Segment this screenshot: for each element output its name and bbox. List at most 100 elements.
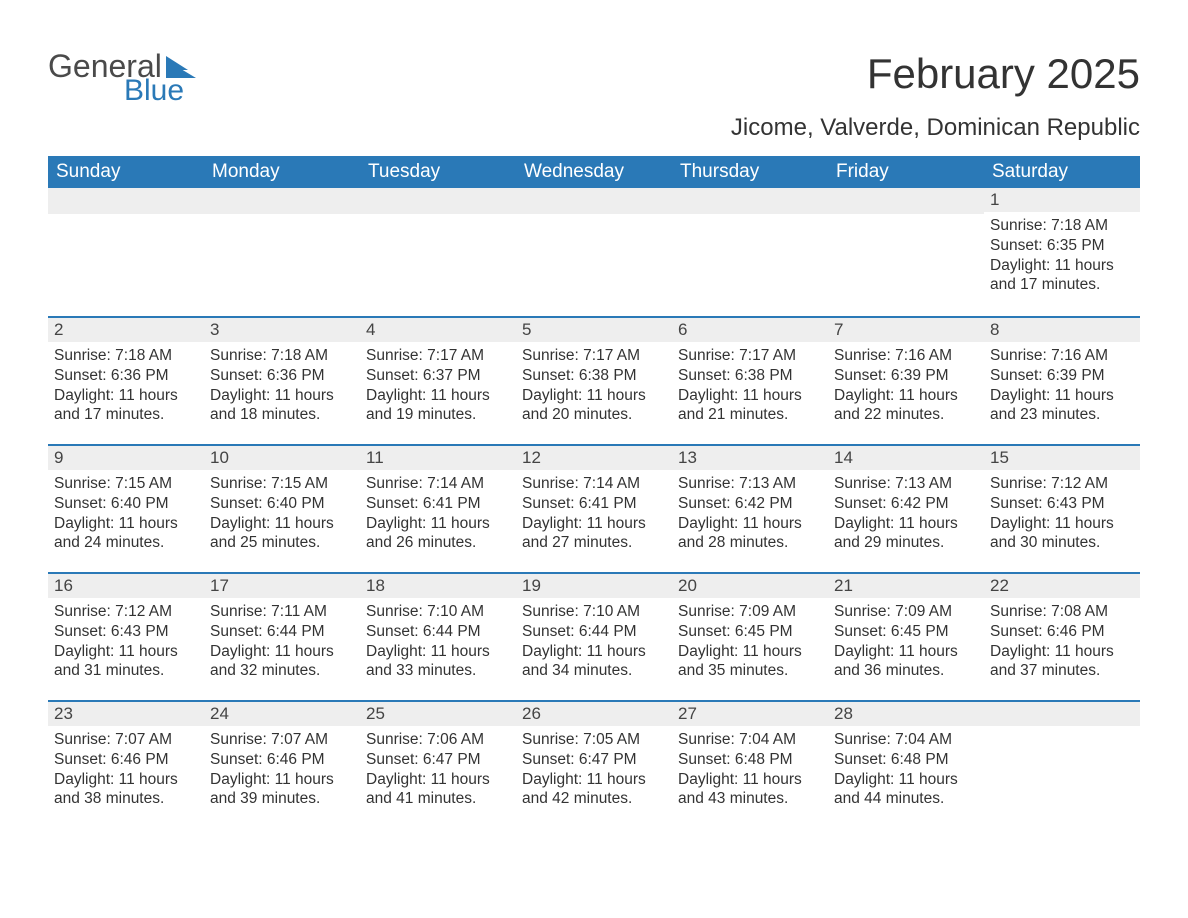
day-number: 6 [672, 316, 828, 342]
calendar-day-cell: 27Sunrise: 7:04 AMSunset: 6:48 PMDayligh… [672, 700, 828, 828]
calendar-empty-cell [360, 188, 516, 316]
day-number: 16 [48, 572, 204, 598]
day-number: 21 [828, 572, 984, 598]
sunrise-line: Sunrise: 7:16 AM [834, 346, 978, 366]
sunrise-line: Sunrise: 7:09 AM [834, 602, 978, 622]
day-details: Sunrise: 7:13 AMSunset: 6:42 PMDaylight:… [828, 470, 984, 559]
calendar-empty-cell [516, 188, 672, 316]
day-number: 3 [204, 316, 360, 342]
day-number: 4 [360, 316, 516, 342]
sunrise-line: Sunrise: 7:16 AM [990, 346, 1134, 366]
calendar-day-cell: 4Sunrise: 7:17 AMSunset: 6:37 PMDaylight… [360, 316, 516, 444]
day-details: Sunrise: 7:17 AMSunset: 6:38 PMDaylight:… [672, 342, 828, 431]
sunrise-line: Sunrise: 7:05 AM [522, 730, 666, 750]
weekday-header: Friday [828, 156, 984, 188]
calendar-day-cell: 10Sunrise: 7:15 AMSunset: 6:40 PMDayligh… [204, 444, 360, 572]
daylight-line: Daylight: 11 hours and 21 minutes. [678, 386, 822, 426]
day-details: Sunrise: 7:07 AMSunset: 6:46 PMDaylight:… [204, 726, 360, 815]
day-number: 27 [672, 700, 828, 726]
calendar-day-cell: 17Sunrise: 7:11 AMSunset: 6:44 PMDayligh… [204, 572, 360, 700]
calendar-day-cell: 14Sunrise: 7:13 AMSunset: 6:42 PMDayligh… [828, 444, 984, 572]
daylight-line: Daylight: 11 hours and 20 minutes. [522, 386, 666, 426]
day-number-bar [828, 188, 984, 214]
sunset-line: Sunset: 6:41 PM [522, 494, 666, 514]
calendar-day-cell: 13Sunrise: 7:13 AMSunset: 6:42 PMDayligh… [672, 444, 828, 572]
day-details: Sunrise: 7:09 AMSunset: 6:45 PMDaylight:… [828, 598, 984, 687]
day-details: Sunrise: 7:15 AMSunset: 6:40 PMDaylight:… [204, 470, 360, 559]
calendar-day-cell: 25Sunrise: 7:06 AMSunset: 6:47 PMDayligh… [360, 700, 516, 828]
calendar-day-cell: 16Sunrise: 7:12 AMSunset: 6:43 PMDayligh… [48, 572, 204, 700]
calendar-table: SundayMondayTuesdayWednesdayThursdayFrid… [48, 156, 1140, 828]
sunset-line: Sunset: 6:45 PM [834, 622, 978, 642]
calendar-day-cell: 8Sunrise: 7:16 AMSunset: 6:39 PMDaylight… [984, 316, 1140, 444]
day-number: 5 [516, 316, 672, 342]
day-details: Sunrise: 7:09 AMSunset: 6:45 PMDaylight:… [672, 598, 828, 687]
sunset-line: Sunset: 6:46 PM [54, 750, 198, 770]
sunset-line: Sunset: 6:36 PM [54, 366, 198, 386]
daylight-line: Daylight: 11 hours and 42 minutes. [522, 770, 666, 810]
calendar-day-cell: 24Sunrise: 7:07 AMSunset: 6:46 PMDayligh… [204, 700, 360, 828]
day-details: Sunrise: 7:12 AMSunset: 6:43 PMDaylight:… [48, 598, 204, 687]
calendar-day-cell: 5Sunrise: 7:17 AMSunset: 6:38 PMDaylight… [516, 316, 672, 444]
sunset-line: Sunset: 6:38 PM [678, 366, 822, 386]
day-number: 26 [516, 700, 672, 726]
calendar-day-cell: 21Sunrise: 7:09 AMSunset: 6:45 PMDayligh… [828, 572, 984, 700]
day-number: 23 [48, 700, 204, 726]
weekday-header: Tuesday [360, 156, 516, 188]
day-number: 20 [672, 572, 828, 598]
daylight-line: Daylight: 11 hours and 32 minutes. [210, 642, 354, 682]
sunset-line: Sunset: 6:38 PM [522, 366, 666, 386]
weekday-header: Wednesday [516, 156, 672, 188]
weekday-header: Monday [204, 156, 360, 188]
calendar-day-cell: 26Sunrise: 7:05 AMSunset: 6:47 PMDayligh… [516, 700, 672, 828]
day-number: 1 [984, 188, 1140, 212]
daylight-line: Daylight: 11 hours and 39 minutes. [210, 770, 354, 810]
calendar-empty-cell [204, 188, 360, 316]
day-details: Sunrise: 7:17 AMSunset: 6:38 PMDaylight:… [516, 342, 672, 431]
daylight-line: Daylight: 11 hours and 26 minutes. [366, 514, 510, 554]
daylight-line: Daylight: 11 hours and 34 minutes. [522, 642, 666, 682]
day-number: 19 [516, 572, 672, 598]
calendar-empty-cell [984, 700, 1140, 828]
sunset-line: Sunset: 6:46 PM [990, 622, 1134, 642]
sunrise-line: Sunrise: 7:13 AM [834, 474, 978, 494]
daylight-line: Daylight: 11 hours and 30 minutes. [990, 514, 1134, 554]
day-details: Sunrise: 7:06 AMSunset: 6:47 PMDaylight:… [360, 726, 516, 815]
day-details: Sunrise: 7:10 AMSunset: 6:44 PMDaylight:… [360, 598, 516, 687]
calendar-empty-cell [828, 188, 984, 316]
calendar-row: 16Sunrise: 7:12 AMSunset: 6:43 PMDayligh… [48, 572, 1140, 700]
calendar-day-cell: 7Sunrise: 7:16 AMSunset: 6:39 PMDaylight… [828, 316, 984, 444]
calendar-row: 23Sunrise: 7:07 AMSunset: 6:46 PMDayligh… [48, 700, 1140, 828]
calendar-row: 1Sunrise: 7:18 AMSunset: 6:35 PMDaylight… [48, 188, 1140, 316]
day-details: Sunrise: 7:11 AMSunset: 6:44 PMDaylight:… [204, 598, 360, 687]
sunrise-line: Sunrise: 7:15 AM [54, 474, 198, 494]
sunset-line: Sunset: 6:45 PM [678, 622, 822, 642]
weekday-header-row: SundayMondayTuesdayWednesdayThursdayFrid… [48, 156, 1140, 188]
day-details: Sunrise: 7:10 AMSunset: 6:44 PMDaylight:… [516, 598, 672, 687]
day-details: Sunrise: 7:16 AMSunset: 6:39 PMDaylight:… [984, 342, 1140, 431]
day-number-bar [360, 188, 516, 214]
daylight-line: Daylight: 11 hours and 28 minutes. [678, 514, 822, 554]
sunset-line: Sunset: 6:44 PM [210, 622, 354, 642]
sunset-line: Sunset: 6:40 PM [54, 494, 198, 514]
sunset-line: Sunset: 6:39 PM [834, 366, 978, 386]
day-number-bar [48, 188, 204, 214]
day-details: Sunrise: 7:14 AMSunset: 6:41 PMDaylight:… [516, 470, 672, 559]
daylight-line: Daylight: 11 hours and 17 minutes. [54, 386, 198, 426]
day-details: Sunrise: 7:18 AMSunset: 6:36 PMDaylight:… [204, 342, 360, 431]
day-number: 28 [828, 700, 984, 726]
sunrise-line: Sunrise: 7:12 AM [54, 602, 198, 622]
calendar-day-cell: 12Sunrise: 7:14 AMSunset: 6:41 PMDayligh… [516, 444, 672, 572]
calendar-body: 1Sunrise: 7:18 AMSunset: 6:35 PMDaylight… [48, 188, 1140, 828]
sunset-line: Sunset: 6:42 PM [678, 494, 822, 514]
sunrise-line: Sunrise: 7:14 AM [522, 474, 666, 494]
sunset-line: Sunset: 6:43 PM [990, 494, 1134, 514]
sunset-line: Sunset: 6:44 PM [522, 622, 666, 642]
daylight-line: Daylight: 11 hours and 25 minutes. [210, 514, 354, 554]
day-details: Sunrise: 7:18 AMSunset: 6:35 PMDaylight:… [984, 212, 1140, 301]
calendar-day-cell: 18Sunrise: 7:10 AMSunset: 6:44 PMDayligh… [360, 572, 516, 700]
sunrise-line: Sunrise: 7:17 AM [678, 346, 822, 366]
calendar-day-cell: 22Sunrise: 7:08 AMSunset: 6:46 PMDayligh… [984, 572, 1140, 700]
daylight-line: Daylight: 11 hours and 23 minutes. [990, 386, 1134, 426]
day-number-bar [204, 188, 360, 214]
